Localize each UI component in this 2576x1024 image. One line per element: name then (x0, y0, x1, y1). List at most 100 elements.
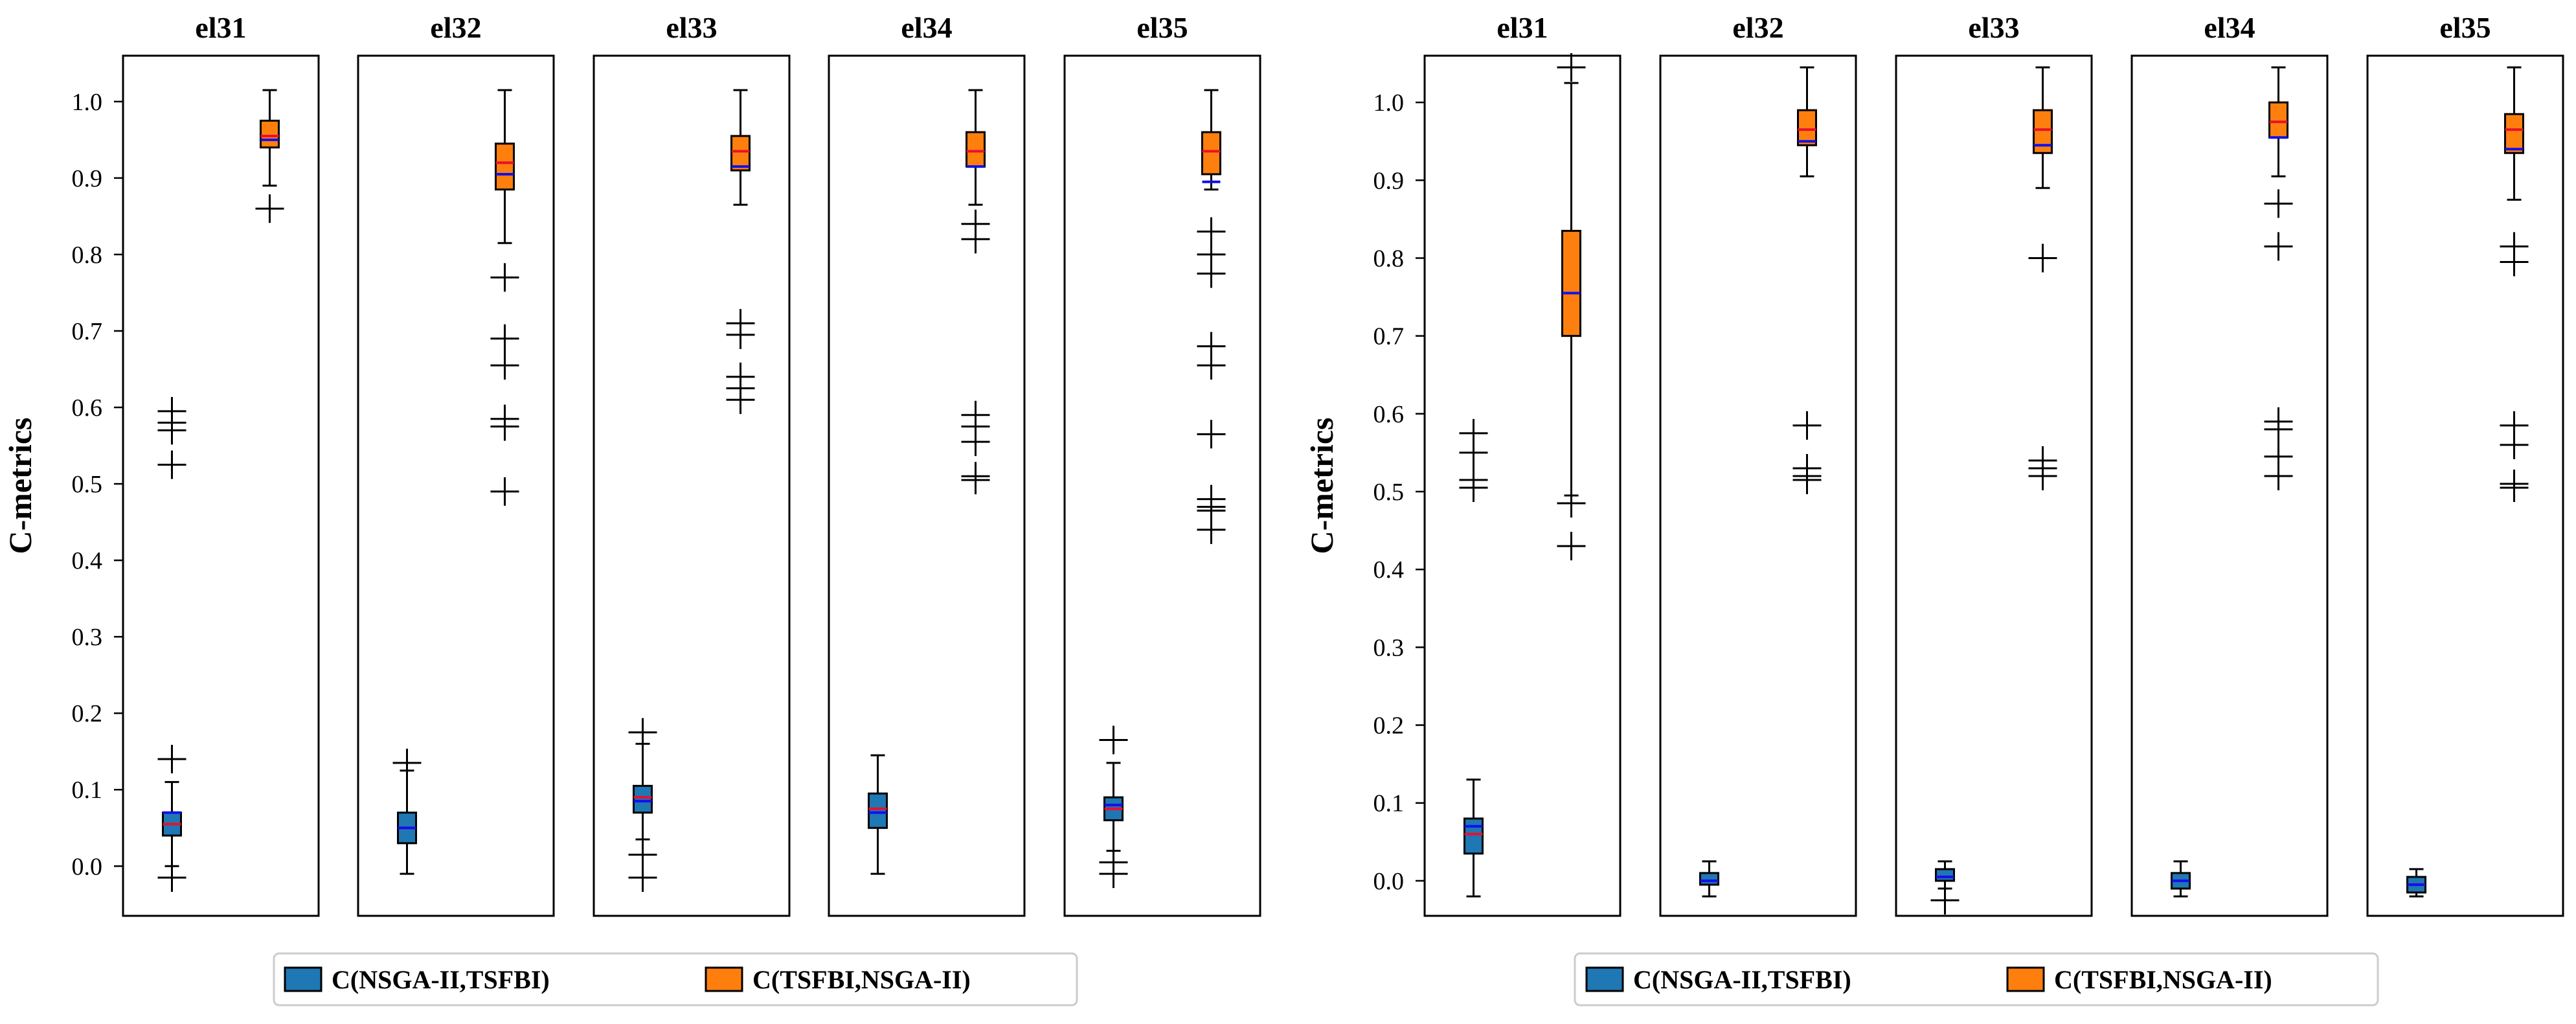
flier (1099, 725, 1128, 755)
flier (1792, 411, 1822, 440)
flier (490, 324, 519, 353)
flier (490, 477, 519, 506)
box-tsfbi-nsga (966, 89, 986, 206)
figure-2: 0.0 0.1 0.2 0.3 0.4 0.5 0.6 0.7 0.8 0.9 1.0 C-metri… (1304, 11, 2564, 1007)
flier (2500, 473, 2529, 503)
flier (1197, 351, 1226, 380)
flier (1197, 515, 1226, 544)
flier (1557, 53, 1586, 82)
panel-title: el32 (430, 11, 481, 44)
panel-frame (357, 54, 555, 917)
y-tick-label: 0.2 (1373, 712, 1405, 740)
panel-frame (122, 54, 320, 917)
box-iqr (1797, 109, 1817, 146)
panel-title: el34 (2204, 11, 2255, 44)
panel-frame (593, 54, 791, 917)
flier (726, 320, 755, 349)
box-iqr (730, 135, 751, 172)
y-tick-label: 0.4 (72, 547, 103, 575)
panel-title: el32 (1732, 11, 1783, 44)
flier (628, 863, 657, 892)
flier (961, 225, 990, 254)
box-nsga-tsfbi (1935, 860, 1955, 890)
flier (392, 748, 422, 777)
flier (1792, 465, 1822, 494)
flier (490, 351, 519, 380)
flier (2264, 461, 2293, 490)
legend: C(NSGA-II,TSFBI) C(TSFBI,NSGA-II) (1574, 952, 2379, 1007)
flier (2264, 232, 2293, 261)
y-tick-label: 0.3 (72, 624, 103, 651)
legend-label-nsga-tsfbi: C(NSGA-II,TSFBI) (332, 965, 550, 994)
box-nsga-tsfbi (2406, 868, 2426, 898)
panel-el32: el32 (1659, 11, 1857, 917)
flier (1930, 885, 1960, 915)
box-iqr (2033, 109, 2053, 154)
box-tsfbi-nsga (495, 89, 515, 244)
box-nsga-tsfbi (1103, 762, 1124, 852)
legend: C(NSGA-II,TSFBI) C(TSFBI,NSGA-II) (273, 952, 1078, 1007)
legend-swatch-tsfbi-nsga (705, 966, 743, 992)
panel-title: el35 (1136, 11, 1188, 44)
legend-label-tsfbi-nsga: C(TSFBI,NSGA-II) (752, 965, 971, 994)
flier (157, 416, 186, 445)
y-tick-label: 0.7 (72, 318, 103, 345)
panel-el33: el33 (593, 11, 791, 917)
flier (2500, 247, 2529, 277)
y-tick-label: 0.8 (1373, 245, 1405, 272)
y-tick-label: 1.0 (72, 89, 103, 116)
panel-title: el34 (901, 11, 952, 44)
box-tsfbi-nsga (2504, 66, 2524, 201)
legend-swatch-tsfbi-nsga (2006, 966, 2045, 992)
panel-frame (1659, 54, 1857, 917)
box-iqr (633, 784, 653, 814)
flier (726, 385, 755, 415)
flier (2028, 461, 2057, 490)
box-iqr (868, 792, 888, 829)
flier (2264, 415, 2293, 444)
y-tick-label: 1.0 (1373, 89, 1405, 117)
flier (1459, 473, 1488, 503)
y-tick-label: 0.7 (1373, 323, 1405, 350)
panel-frame (1063, 54, 1261, 917)
box-tsfbi-nsga (1201, 89, 1221, 191)
flier (1197, 420, 1226, 449)
flier (157, 745, 186, 774)
flier (255, 194, 284, 223)
panel-frame (828, 54, 1026, 917)
box-iqr (1463, 817, 1484, 855)
panel-frame (1895, 54, 2093, 917)
box-nsga-tsfbi (633, 742, 653, 841)
panel-title: el33 (1968, 11, 2019, 44)
flier (961, 466, 990, 495)
panel-frame (2130, 54, 2329, 917)
box-tsfbi-nsga (730, 89, 751, 206)
y-tick-label: 0.9 (1373, 167, 1405, 194)
box-iqr (260, 119, 280, 149)
flier (2500, 430, 2529, 459)
y-tick-label: 0.5 (72, 471, 103, 498)
panel-el33: el33 (1895, 11, 2093, 917)
panel-el31: el31 (1423, 11, 1621, 917)
y-tick-label: 0.9 (72, 165, 103, 192)
box-iqr (1201, 131, 1221, 176)
flier (1197, 259, 1226, 288)
box-iqr (1935, 868, 1955, 882)
panel-el31: el31 (122, 11, 320, 917)
legend-swatch-nsga-tsfbi (284, 966, 322, 992)
y-tick-label: 0.6 (72, 394, 103, 422)
box-nsga-tsfbi (868, 754, 888, 875)
y-tick-label: 0.4 (1373, 556, 1405, 584)
flier (157, 450, 186, 479)
panel-el35: el35 (1063, 11, 1261, 917)
flier (1459, 438, 1488, 467)
box-nsga-tsfbi (1463, 779, 1484, 898)
box-tsfbi-nsga (2268, 66, 2288, 177)
y-axis-label: C-metrics (2, 418, 38, 554)
box-iqr (2268, 101, 2288, 139)
y-tick-label: 0.1 (1373, 790, 1405, 817)
flier (961, 427, 990, 457)
box-iqr (966, 131, 986, 168)
panel-frame (2366, 54, 2564, 917)
panel-el34: el34 (2130, 11, 2329, 917)
